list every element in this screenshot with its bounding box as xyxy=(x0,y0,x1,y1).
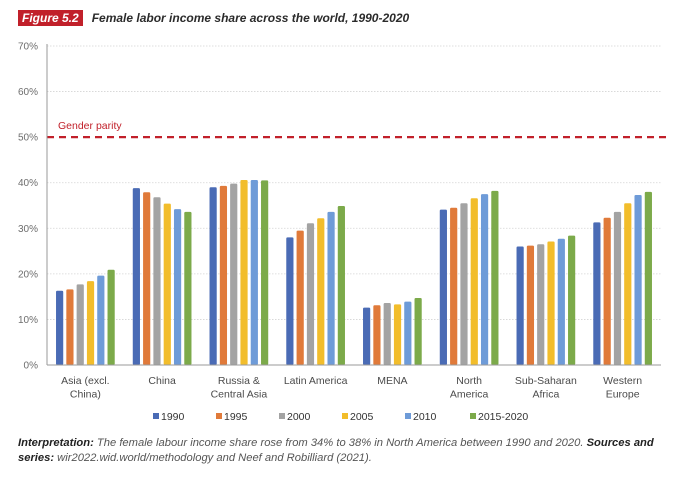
legend-label: 2005 xyxy=(350,411,374,423)
y-axis-ticks: 0% 10% 20% 30% 40% 50% 60% 70% xyxy=(18,42,38,372)
bars xyxy=(56,179,652,365)
bar xyxy=(219,185,228,365)
y-tick-label: 20% xyxy=(18,269,38,280)
bar xyxy=(250,179,258,365)
legend-swatch xyxy=(279,413,285,419)
bar-chart: 0% 10% 20% 30% 40% 50% 60% 70% Gender parity As… xyxy=(18,42,670,423)
legend-label: 2000 xyxy=(287,411,311,423)
bar xyxy=(547,241,555,365)
bar xyxy=(414,298,422,365)
bar xyxy=(624,203,632,365)
legend-label: 2010 xyxy=(413,411,437,423)
reference-line-label: Gender parity xyxy=(58,120,122,132)
legend-label: 1990 xyxy=(161,411,185,423)
bar xyxy=(86,281,95,365)
y-tick-label: 50% xyxy=(18,133,38,144)
y-tick-label: 40% xyxy=(18,178,38,189)
x-category-label: America xyxy=(450,389,489,401)
bar xyxy=(337,205,345,365)
figure-label: Figure 5.2 xyxy=(18,10,83,26)
x-category-label: Africa xyxy=(532,389,559,401)
bar xyxy=(209,187,217,365)
bar xyxy=(568,235,576,365)
bar xyxy=(460,203,468,365)
x-category-label: North xyxy=(456,375,482,387)
bar xyxy=(66,289,74,365)
bar xyxy=(296,230,304,365)
bar xyxy=(327,211,335,365)
y-tick-label: 70% xyxy=(18,42,38,53)
bar xyxy=(450,207,458,365)
x-category-label: Russia & xyxy=(218,375,260,387)
x-category-label: China xyxy=(148,375,176,387)
bar xyxy=(261,180,269,365)
x-category-label: Western xyxy=(603,375,642,387)
bar xyxy=(373,305,381,365)
x-category-label: Asia (excl. xyxy=(61,375,109,387)
x-category-label: Latin America xyxy=(284,375,348,387)
bar xyxy=(480,194,489,365)
bar xyxy=(363,307,371,365)
bar xyxy=(491,190,499,365)
bar xyxy=(173,209,182,365)
bar xyxy=(439,209,447,365)
y-tick-label: 30% xyxy=(18,224,38,235)
bar xyxy=(634,195,642,365)
bar xyxy=(306,223,315,365)
bar xyxy=(470,198,478,365)
bar xyxy=(230,183,238,365)
legend-swatch xyxy=(153,413,159,419)
bar xyxy=(613,211,622,365)
x-category-label: China) xyxy=(70,389,101,401)
bar xyxy=(603,217,611,365)
legend-swatch xyxy=(216,413,222,419)
bar xyxy=(56,290,64,365)
x-category-label: MENA xyxy=(377,375,407,387)
bar xyxy=(393,304,402,365)
x-category-label: Europe xyxy=(606,389,640,401)
x-category-label: Central Asia xyxy=(211,389,268,401)
bar xyxy=(383,303,391,365)
interpretation-note: Interpretation: The female labour income… xyxy=(18,436,688,466)
bar xyxy=(593,222,601,365)
axes xyxy=(46,44,661,366)
bar xyxy=(526,245,535,365)
sources-label: Sources and series: xyxy=(18,437,654,464)
legend-swatch xyxy=(470,413,476,419)
legend-swatch xyxy=(405,413,411,419)
bar xyxy=(97,275,105,365)
bar xyxy=(404,301,412,365)
bar xyxy=(132,188,140,365)
interpretation-text: The female labour income share rose from… xyxy=(93,437,587,449)
y-tick-label: 0% xyxy=(24,361,39,372)
figure-header: Figure 5.2 Female labor income share acr… xyxy=(18,10,409,26)
y-tick-label: 10% xyxy=(18,315,38,326)
bar xyxy=(537,244,545,365)
bar xyxy=(76,284,84,365)
legend: 1990 1995 2000 2005 2010 2015-2020 xyxy=(153,411,528,423)
x-axis-categories: Asia (excl. China) China Russia & Central As… xyxy=(61,375,642,401)
y-tick-label: 60% xyxy=(18,87,38,98)
legend-label: 1995 xyxy=(224,411,248,423)
bar xyxy=(184,211,192,365)
legend-swatch xyxy=(342,413,348,419)
legend-label: 2015-2020 xyxy=(478,411,528,423)
bar xyxy=(107,269,115,365)
bar xyxy=(644,191,652,365)
bar xyxy=(286,237,294,365)
sources-text: wir2022.wid.world/methodology and Neef a… xyxy=(54,452,372,464)
bar xyxy=(557,238,565,365)
bar xyxy=(153,197,161,365)
x-category-label: Sub-Saharan xyxy=(515,375,577,387)
interpretation-label: Interpretation: xyxy=(18,437,94,449)
chart-title: Female labor income share across the wor… xyxy=(91,11,410,25)
bar xyxy=(143,192,151,365)
bar xyxy=(240,179,248,365)
bar xyxy=(163,203,171,365)
gender-parity-line: Gender parity xyxy=(47,120,670,139)
bar xyxy=(317,218,325,365)
bar xyxy=(516,246,524,365)
